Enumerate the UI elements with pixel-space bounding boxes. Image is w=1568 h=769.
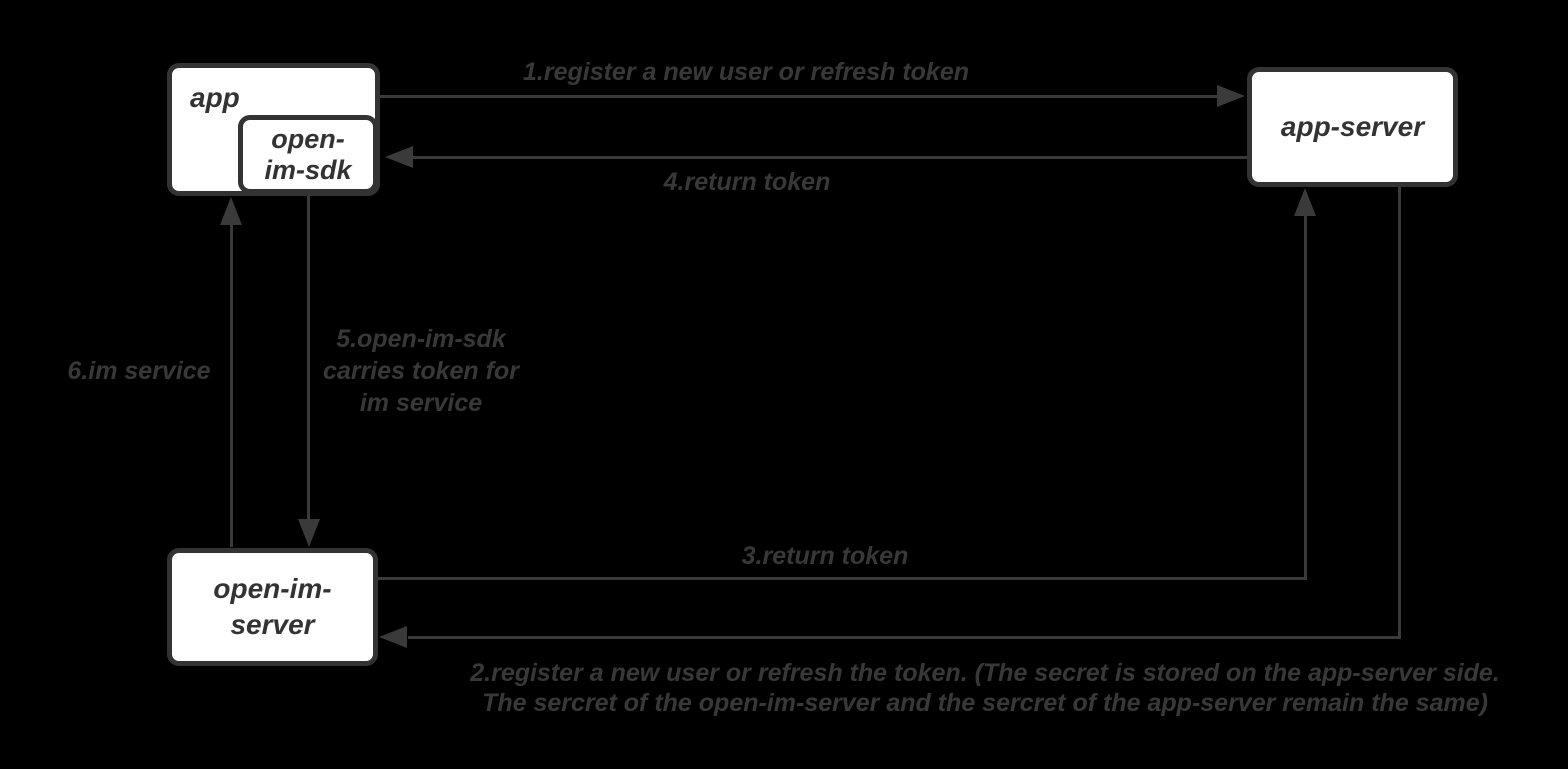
arrowhead-up-icon [1294,188,1316,216]
edge5-label-line1: 5.open-im-sdk [336,325,506,353]
node-open-im-server-label: open-im- server [213,571,331,643]
edge3-line-vertical [1304,215,1307,580]
edge1-label: 1.register a new user or refresh token [522,58,970,86]
node-app-server-label: app-server [1280,111,1425,142]
node-app-server: app-server [1247,67,1458,187]
node-open-im-sdk-label-line2: im-sdk [264,154,352,185]
edge4-line [412,156,1247,159]
edge4-label: 4.return token [663,168,831,196]
edge2-line-vertical [1398,187,1401,639]
arrowhead-left-icon [379,626,407,648]
edge6-label: 6.im service [67,357,211,385]
arrowhead-up-icon [220,197,242,225]
edge2-line-horizontal [408,636,1401,639]
edge3-line-horizontal [378,577,1306,580]
arrowhead-left-icon [385,146,413,168]
edge2-label: 2.register a new user or refresh the tok… [470,658,1500,718]
edge3-label: 3.return token [741,542,909,570]
node-open-im-sdk: open- im-sdk [238,115,378,194]
node-open-im-sdk-label: open- im-sdk [264,124,351,186]
node-open-im-server: open-im- server [167,548,378,666]
node-open-im-sdk-label-line1: open- [271,123,345,154]
node-app-label: app [190,82,240,113]
edge2-label-line2: The sercret of the open-im-server and th… [482,689,1488,717]
edge5-label-line3: im service [359,389,483,417]
edge5-label: 5.open-im-sdk carries token for im servi… [323,323,519,419]
edge5-line [307,192,310,521]
edge1-line [380,95,1218,98]
edge5-label-line2: carries token for [323,357,519,385]
node-open-im-server-label-line2: server [230,609,315,640]
edge6-line [230,224,233,547]
arrowhead-down-icon [298,519,320,547]
node-open-im-server-label-line1: open-im- [213,573,332,604]
arrowhead-right-icon [1217,85,1245,107]
edge2-label-line1: 2.register a new user or refresh the tok… [470,659,1500,687]
